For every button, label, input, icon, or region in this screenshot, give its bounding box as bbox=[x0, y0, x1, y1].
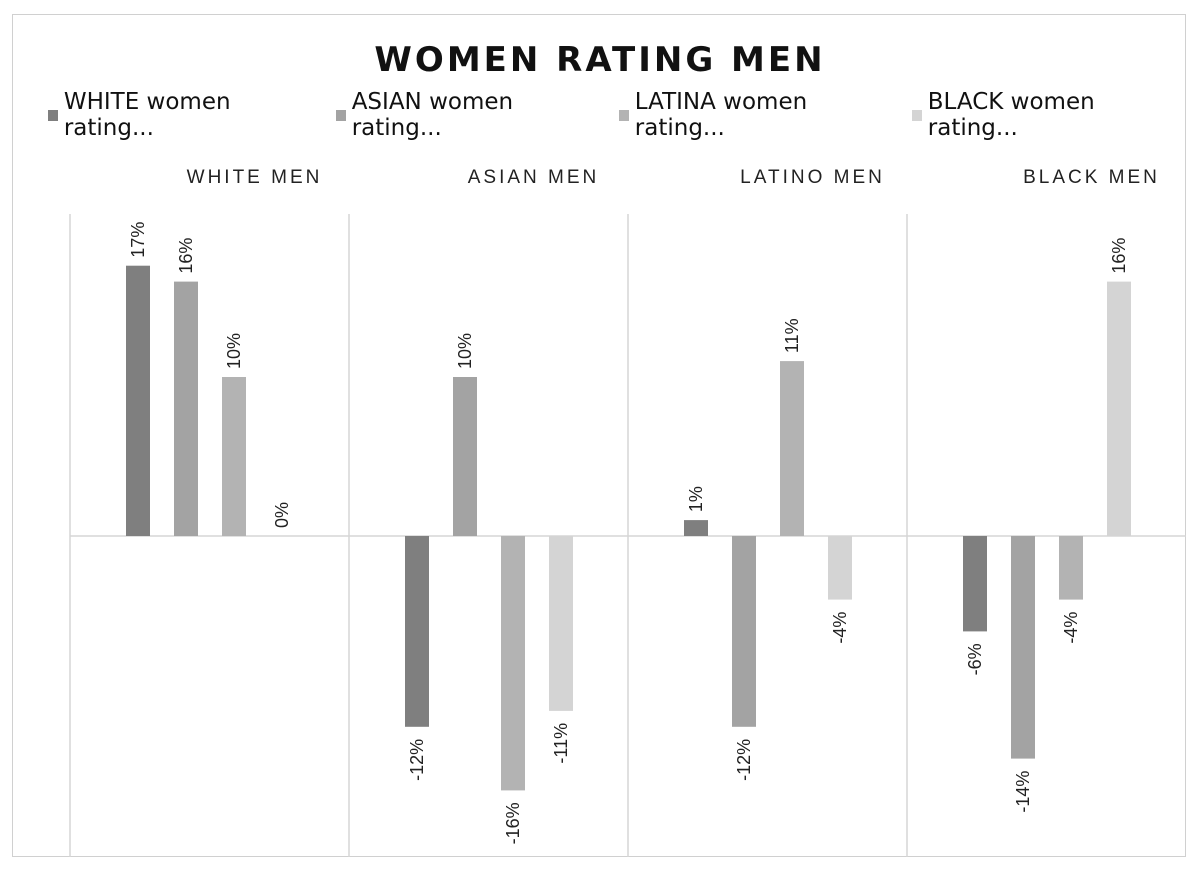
bar bbox=[732, 536, 756, 727]
data-label: 1% bbox=[686, 486, 706, 512]
legend-label: LATINA women rating... bbox=[634, 89, 808, 141]
chart-frame bbox=[12, 14, 1186, 857]
data-label: 10% bbox=[455, 333, 475, 369]
bar bbox=[1107, 281, 1131, 536]
panel-label: BLACK MEN bbox=[1023, 167, 1160, 188]
legend-item: WHITE women rating... bbox=[48, 89, 300, 141]
legend-swatch bbox=[335, 109, 346, 121]
legend-label: WHITE women rating... bbox=[63, 89, 231, 141]
legend-label: BLACK women rating... bbox=[927, 89, 1095, 141]
bar bbox=[828, 536, 852, 600]
bar bbox=[126, 265, 150, 536]
data-label: 0% bbox=[272, 502, 292, 528]
legend-label: ASIAN women rating... bbox=[351, 89, 514, 141]
data-label: -11% bbox=[551, 723, 571, 764]
bar bbox=[405, 536, 429, 727]
data-label: -6% bbox=[965, 643, 985, 675]
data-label: -12% bbox=[734, 739, 754, 781]
legend-item: LATINA women rating... bbox=[618, 89, 876, 141]
legend: WHITE women rating... ASIAN women rating.… bbox=[48, 89, 1200, 141]
data-label: -12% bbox=[407, 739, 427, 781]
bar bbox=[222, 377, 246, 536]
data-label: -14% bbox=[1013, 771, 1033, 813]
legend-item: ASIAN women rating... bbox=[335, 89, 583, 141]
bar bbox=[549, 536, 573, 711]
bar bbox=[780, 361, 804, 536]
data-label: -4% bbox=[830, 612, 850, 644]
bar bbox=[1011, 536, 1035, 759]
legend-swatch bbox=[618, 109, 629, 121]
legend-item: BLACK women rating... bbox=[911, 89, 1164, 141]
bar bbox=[684, 520, 708, 536]
panel-label: WHITE MEN bbox=[187, 167, 323, 188]
data-label: 11% bbox=[782, 318, 802, 353]
legend-swatch bbox=[911, 109, 922, 121]
data-label: 17% bbox=[128, 222, 148, 258]
chart-title: WOMEN RATING MEN bbox=[374, 40, 826, 80]
legend-swatch bbox=[48, 109, 58, 121]
bar bbox=[174, 281, 198, 536]
bar bbox=[453, 377, 477, 536]
bar bbox=[501, 536, 525, 791]
bar bbox=[963, 536, 987, 632]
data-label: -4% bbox=[1061, 612, 1081, 644]
bar bbox=[1059, 536, 1083, 600]
panel-label: ASIAN MEN bbox=[468, 167, 600, 188]
data-label: -16% bbox=[503, 802, 523, 844]
data-label: 16% bbox=[176, 238, 196, 274]
data-label: 16% bbox=[1109, 238, 1129, 274]
panel-label: LATINO MEN bbox=[740, 167, 885, 188]
data-label: 10% bbox=[224, 333, 244, 369]
